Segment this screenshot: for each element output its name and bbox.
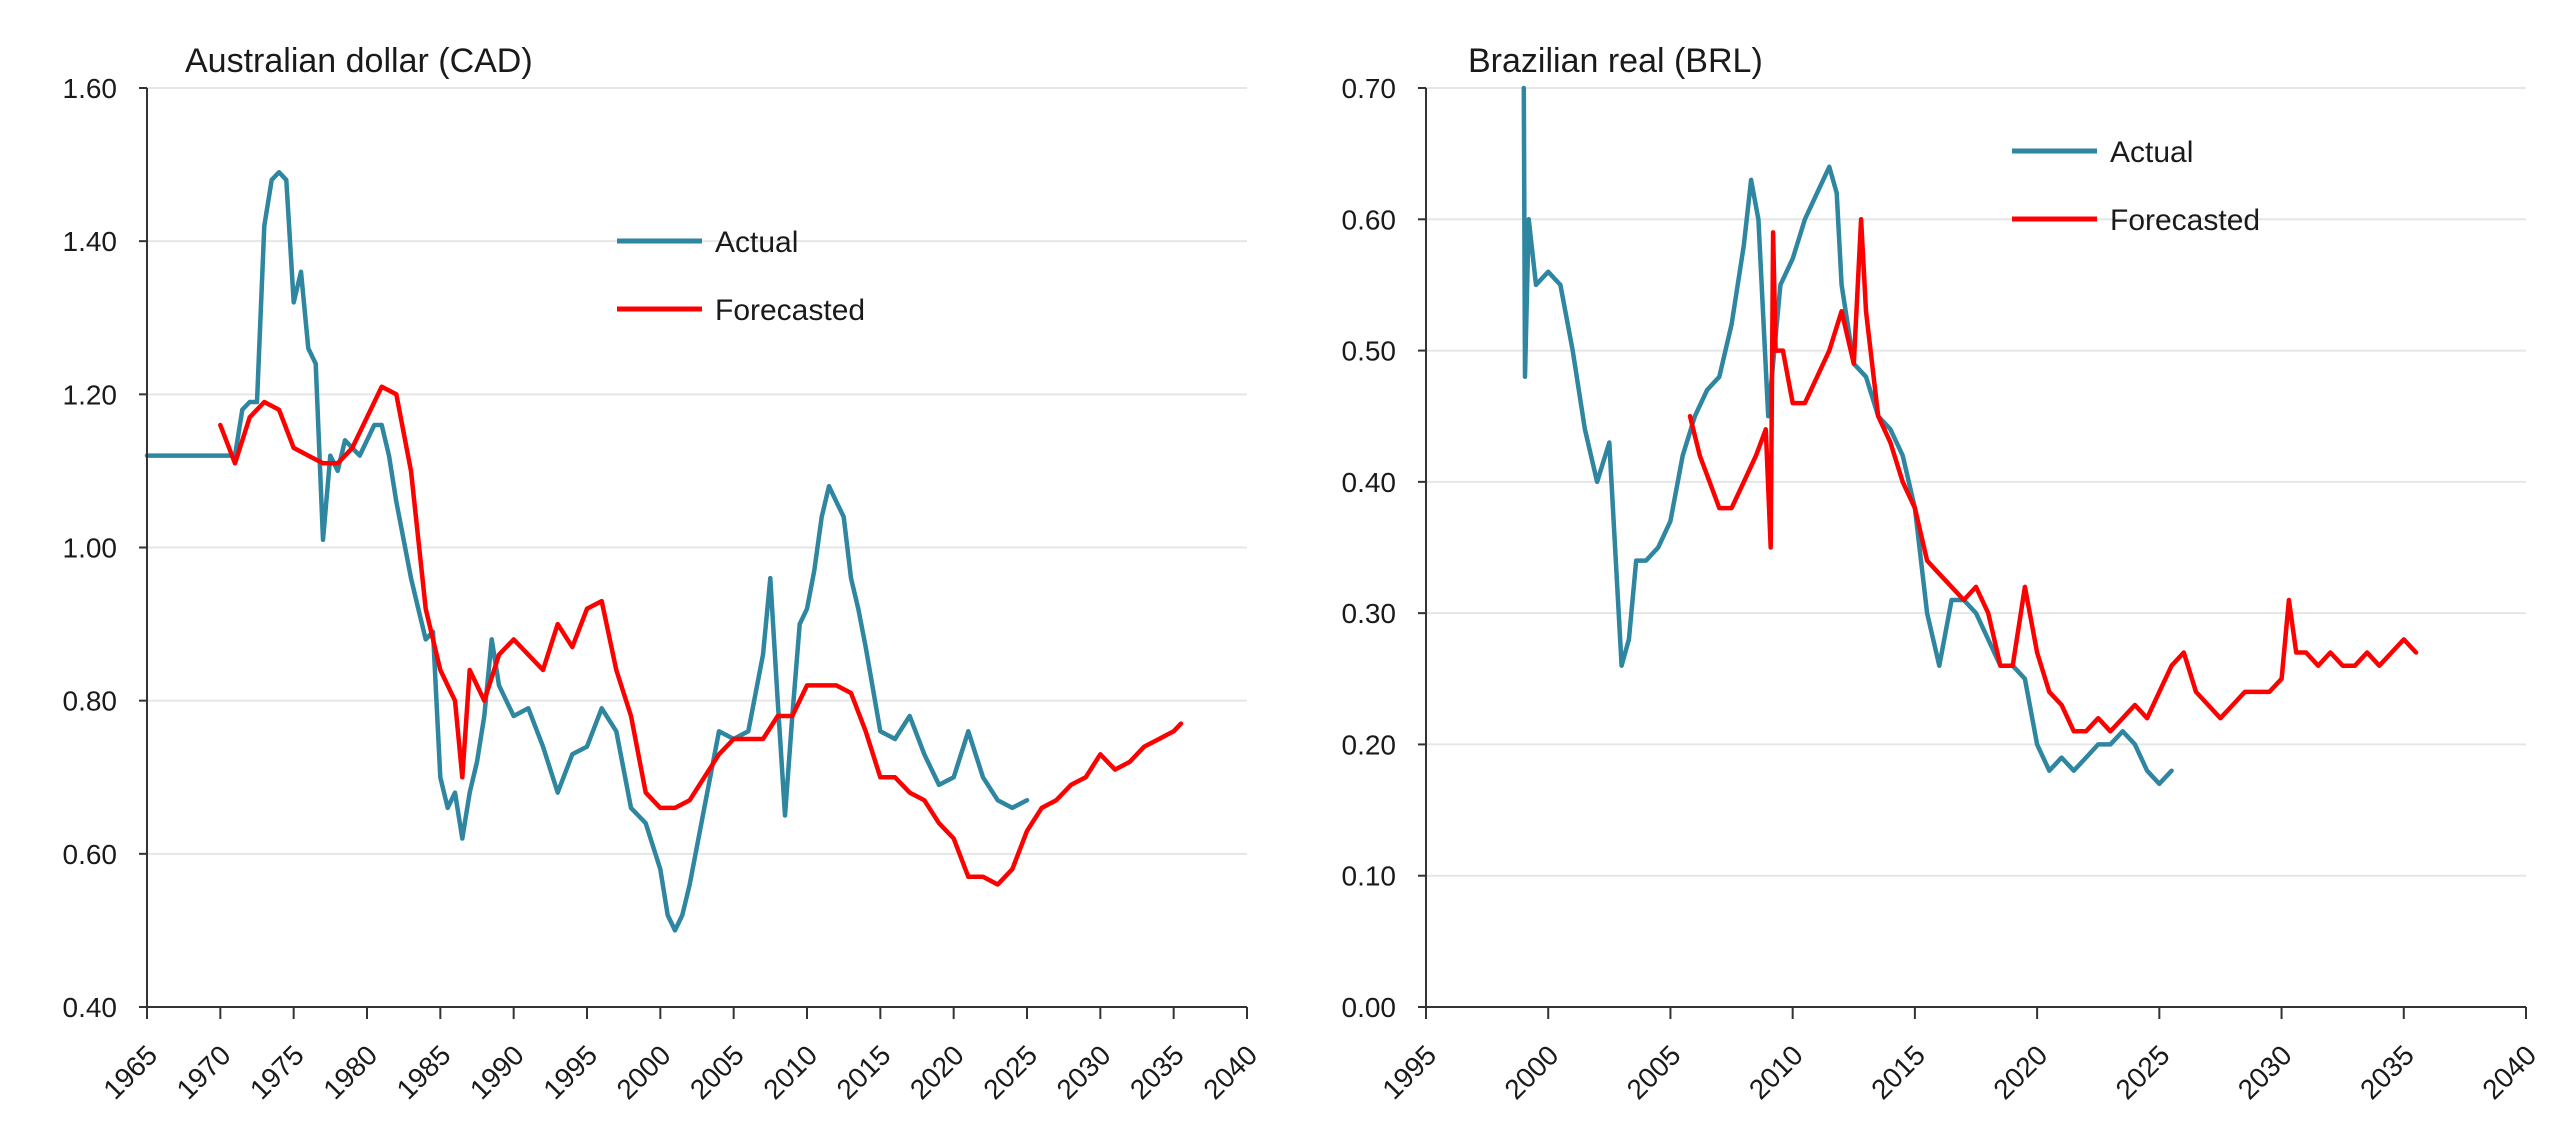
x-tick-label: 2005 [1621, 1039, 1687, 1105]
y-tick-label: 0.80 [63, 686, 118, 717]
x-axis-ticks: 1995 2000 2005 2010 2015 2020 2025 2030 2035 2040 [1376, 1007, 2542, 1105]
x-tick-label: 1985 [391, 1039, 457, 1105]
legend: Actual Forecasted [617, 226, 865, 327]
cad-chart-panel: Australian dollar (CAD) 0.40 0.60 0.80 1.00… [63, 42, 1264, 1105]
x-tick-label: 2010 [1743, 1039, 1809, 1105]
x-tick-label: 2015 [1865, 1039, 1931, 1105]
legend-label-actual: Actual [2110, 136, 2193, 169]
x-tick-label: 2000 [611, 1039, 677, 1105]
legend-label-forecasted: Forecasted [2110, 204, 2260, 237]
x-tick-label: 1990 [464, 1039, 530, 1105]
grid-lines [147, 87, 1247, 855]
x-tick-label: 2000 [1498, 1039, 1564, 1105]
x-tick-label: 2035 [1124, 1039, 1190, 1105]
x-tick-label: 2030 [2232, 1039, 2298, 1105]
series-lines [144, 169, 1184, 933]
legend-label-forecasted: Forecasted [715, 294, 865, 327]
x-tick-label: 2025 [2110, 1039, 2176, 1105]
grid-lines [1426, 87, 2526, 877]
chart-title: Brazilian real (BRL) [1468, 42, 1763, 80]
y-tick-label: 0.40 [63, 992, 118, 1023]
x-tick-label: 2005 [684, 1039, 750, 1105]
x-tick-label: 2040 [2476, 1039, 2542, 1105]
series-lines [1521, 85, 2419, 787]
y-tick-label: 0.70 [1342, 73, 1397, 104]
series-line-actual [144, 169, 1030, 933]
y-tick-label: 0.10 [1342, 861, 1397, 892]
series-line-actual [1521, 85, 2174, 787]
chart-title: Australian dollar (CAD) [185, 42, 533, 80]
y-tick-label: 0.00 [1342, 992, 1397, 1023]
y-tick-label: 0.60 [1342, 204, 1397, 235]
y-axis-ticks: 0.40 0.60 0.80 1.00 1.20 1.40 1.60 [63, 73, 147, 1023]
x-tick-label: 1995 [1376, 1039, 1442, 1105]
brl-chart-panel: Brazilian real (BRL) 0.00 0.10 0.20 0.30 0.4… [1342, 42, 2543, 1105]
x-tick-label: 1980 [317, 1039, 383, 1105]
x-tick-label: 1975 [244, 1039, 310, 1105]
x-tick-label: 2020 [904, 1039, 970, 1105]
x-tick-label: 1965 [97, 1039, 163, 1105]
x-tick-label: 2025 [977, 1039, 1043, 1105]
x-tick-label: 2030 [1051, 1039, 1117, 1105]
y-axis-ticks: 0.00 0.10 0.20 0.30 0.40 0.50 0.60 0.70 [1342, 73, 1426, 1023]
x-tick-label: 2010 [757, 1039, 823, 1105]
x-tick-label: 2040 [1197, 1039, 1263, 1105]
x-tick-label: 1995 [537, 1039, 603, 1105]
y-tick-label: 0.60 [63, 839, 118, 870]
axes [1425, 88, 2526, 1008]
x-axis-ticks: 1965 1970 1975 1980 1985 1990 1995 2000 2005 2010… [97, 1007, 1263, 1105]
legend-label-actual: Actual [715, 226, 798, 259]
series-line-forecasted [1687, 217, 2419, 734]
y-tick-label: 1.20 [63, 379, 118, 410]
legend: Actual Forecasted [2012, 136, 2260, 237]
x-tick-label: 1970 [171, 1039, 237, 1105]
x-tick-label: 2035 [2354, 1039, 2420, 1105]
y-tick-label: 1.60 [63, 73, 118, 104]
y-tick-label: 0.20 [1342, 729, 1397, 760]
y-tick-label: 0.40 [1342, 467, 1397, 498]
y-tick-label: 1.00 [63, 533, 118, 564]
x-tick-label: 2020 [1987, 1039, 2053, 1105]
x-tick-label: 2015 [831, 1039, 897, 1105]
y-tick-label: 1.40 [63, 226, 118, 257]
y-tick-label: 0.50 [1342, 336, 1397, 367]
y-tick-label: 0.30 [1342, 598, 1397, 629]
series-line-forecasted [218, 384, 1184, 887]
